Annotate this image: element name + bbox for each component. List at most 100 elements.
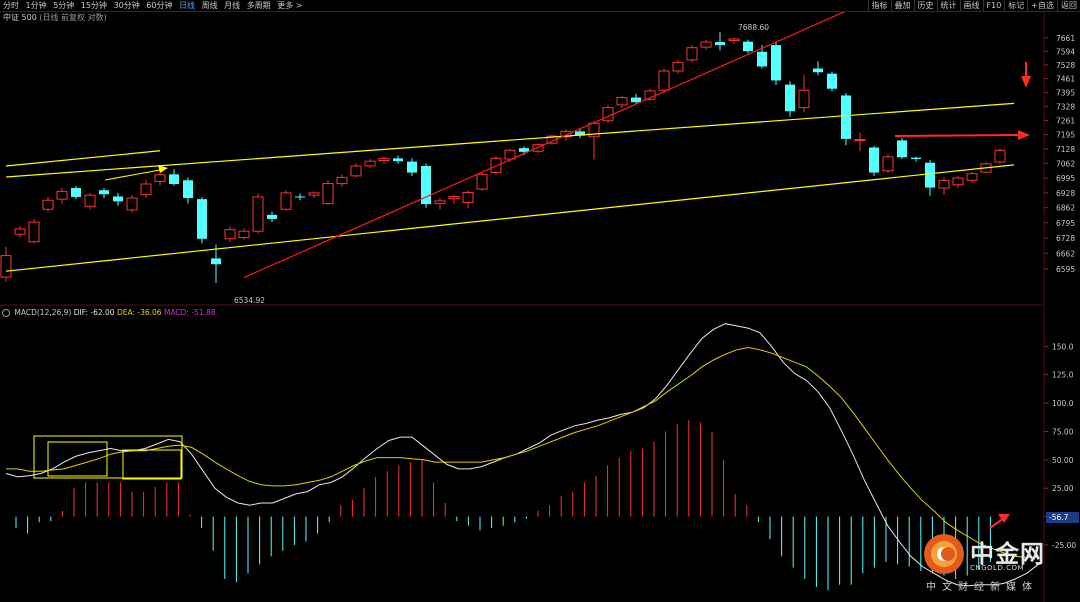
macd-tick-label: 75.00 xyxy=(1052,427,1074,436)
settings-icon[interactable] xyxy=(2,309,10,317)
trend-line-yellow xyxy=(5,164,1015,272)
macd-legend: MACD(12,26,9) DIF: -62.00 DEA: -36.06 MA… xyxy=(2,308,216,317)
back-button[interactable]: 返回 xyxy=(1057,0,1080,11)
macd-tick-label: 50.00 xyxy=(1052,456,1074,465)
candle-body xyxy=(952,177,964,186)
candle-body xyxy=(197,199,207,239)
candle-body xyxy=(154,174,166,182)
history-button[interactable]: 历史 xyxy=(913,0,937,11)
candle-body xyxy=(841,95,851,139)
candle-body xyxy=(140,183,152,196)
price-tick-label: 6928 xyxy=(1056,189,1075,198)
tab-30min[interactable]: 30分钟 xyxy=(113,1,140,10)
overlay-button[interactable]: 叠加 xyxy=(890,0,914,11)
candle-body xyxy=(84,194,96,207)
chart-subtitle: (日线 前复权 对数) xyxy=(39,13,107,22)
up-candle xyxy=(686,45,698,63)
candle-body xyxy=(350,165,362,177)
macd-lines xyxy=(5,323,1039,587)
down-candle xyxy=(99,188,109,199)
price-tick-label: 7528 xyxy=(1056,61,1075,70)
down-candle xyxy=(715,32,725,51)
dea-value: DEA: -36.06 xyxy=(116,308,162,317)
tab-multi-period[interactable]: 多周期 xyxy=(246,1,271,10)
macd-histogram xyxy=(15,420,991,591)
candle-body xyxy=(966,173,978,181)
price-tick-label: 6595 xyxy=(1056,265,1075,274)
tab-1min[interactable]: 1分钟 xyxy=(25,1,47,10)
up-candle xyxy=(350,163,362,178)
dif-line xyxy=(5,323,1039,587)
up-candle xyxy=(126,195,138,213)
candle-body xyxy=(267,214,277,219)
tab-fenshi[interactable]: 分时 xyxy=(3,1,19,10)
up-candle xyxy=(434,198,446,210)
tab-daily[interactable]: 日线 xyxy=(179,1,196,10)
draw-line-button[interactable]: 画线 xyxy=(959,0,983,11)
tab-5min[interactable]: 5分钟 xyxy=(53,1,75,10)
up-candle xyxy=(378,156,390,164)
f10-button[interactable]: F10 xyxy=(982,0,1005,11)
candle-body xyxy=(938,179,950,189)
candle-body xyxy=(686,47,698,61)
tab-monthly[interactable]: 月线 xyxy=(224,1,241,10)
price-tick-label: 7594 xyxy=(1056,47,1075,56)
up-candle xyxy=(336,174,348,187)
up-candle xyxy=(280,190,292,211)
down-candle xyxy=(757,45,767,69)
dea-line xyxy=(6,346,1039,558)
candle-body xyxy=(0,255,12,278)
price-tick-label: 7195 xyxy=(1056,131,1075,140)
price-tick-label: 6995 xyxy=(1056,174,1075,183)
up-candle xyxy=(966,171,978,184)
candle-body xyxy=(519,148,529,152)
add-watchlist-button[interactable]: +自选 xyxy=(1027,0,1057,11)
price-tick-label: 7261 xyxy=(1056,117,1075,126)
candle-body xyxy=(99,190,109,195)
price-tick-label: 7395 xyxy=(1056,88,1075,97)
candle-body xyxy=(364,160,376,167)
candle-body xyxy=(827,73,837,89)
tool-buttons: 指标 叠加 历史 统计 画线 F10 标记 +自选 返回 xyxy=(867,0,1080,11)
cngold-logo-icon xyxy=(924,534,964,574)
tab-60min[interactable]: 60分钟 xyxy=(146,1,173,10)
down-candle xyxy=(911,156,921,162)
arrow-up-right-icon-macd xyxy=(989,514,1010,529)
up-candle xyxy=(798,74,810,113)
down-candle xyxy=(869,145,879,176)
watermark: 中金网 CNGOLD.COM 中文财经新媒体 xyxy=(922,532,1072,593)
tab-more[interactable]: 更多 > xyxy=(277,1,303,10)
candle-body xyxy=(183,180,193,199)
up-candle xyxy=(252,193,264,234)
candle-body xyxy=(113,196,123,202)
tab-15min[interactable]: 15分钟 xyxy=(80,1,108,10)
candle-body xyxy=(575,131,585,136)
macd-value: MACD: -51.88 xyxy=(163,308,216,317)
up-candle xyxy=(602,104,614,123)
down-candle xyxy=(197,196,207,244)
candle-body xyxy=(658,70,670,91)
candle-body xyxy=(672,61,684,72)
mark-button[interactable]: 标记 xyxy=(1004,0,1027,11)
tab-weekly[interactable]: 周线 xyxy=(201,1,218,10)
up-candle xyxy=(588,121,600,160)
candle-body xyxy=(925,162,935,188)
candle-body xyxy=(28,221,40,243)
up-candle xyxy=(854,132,866,152)
candle-body xyxy=(813,68,823,73)
indicator-button[interactable]: 指标 xyxy=(867,0,891,11)
candle-body xyxy=(169,174,179,185)
statistics-button[interactable]: 统计 xyxy=(936,0,960,11)
up-candle xyxy=(952,175,964,189)
up-candle xyxy=(84,192,96,210)
trend-line-yellow xyxy=(5,150,161,167)
up-candle xyxy=(224,226,236,242)
annotation-box-2 xyxy=(47,441,108,477)
candle-body xyxy=(336,176,348,185)
candle-body xyxy=(238,230,250,239)
dif-value: DIF: -62.00 xyxy=(73,308,115,317)
down-candle xyxy=(841,92,851,146)
candle-body xyxy=(42,199,54,210)
candle-body xyxy=(407,161,417,173)
